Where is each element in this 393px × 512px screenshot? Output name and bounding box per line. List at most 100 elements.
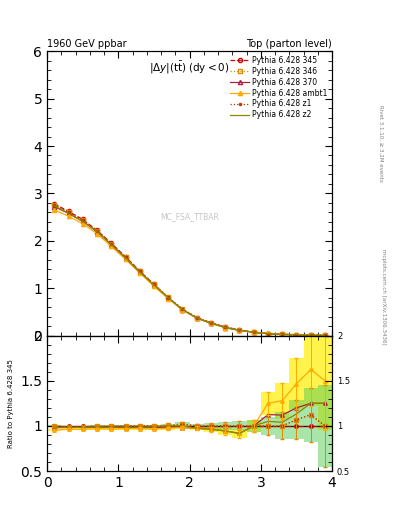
Pythia 6.428 370 bbox=[95, 229, 99, 235]
Pythia 6.428 346 bbox=[280, 331, 285, 337]
Pythia 6.428 z2 bbox=[266, 331, 270, 337]
Pythia 6.428 ambt1 bbox=[252, 329, 256, 335]
Pythia 6.428 z2 bbox=[52, 203, 57, 209]
Pythia 6.428 345 bbox=[81, 217, 85, 223]
Pythia 6.428 z1 bbox=[323, 332, 327, 338]
Pythia 6.428 ambt1 bbox=[294, 331, 299, 337]
Pythia 6.428 z1 bbox=[81, 218, 85, 224]
Pythia 6.428 z1 bbox=[109, 241, 114, 247]
Pythia 6.428 z1 bbox=[266, 331, 270, 337]
Pythia 6.428 346 bbox=[309, 332, 313, 338]
Pythia 6.428 345 bbox=[166, 294, 171, 301]
Pythia 6.428 346 bbox=[209, 319, 213, 326]
Pythia 6.428 345 bbox=[52, 201, 57, 207]
Pythia 6.428 345 bbox=[252, 329, 256, 335]
Pythia 6.428 346 bbox=[52, 202, 57, 208]
Pythia 6.428 346 bbox=[123, 254, 128, 260]
Pythia 6.428 z1 bbox=[209, 319, 213, 326]
Text: MC_FSA_TTBAR: MC_FSA_TTBAR bbox=[160, 211, 219, 221]
Pythia 6.428 z1 bbox=[52, 202, 57, 208]
Pythia 6.428 346 bbox=[81, 218, 85, 224]
Line: Pythia 6.428 370: Pythia 6.428 370 bbox=[52, 205, 327, 337]
Pythia 6.428 z2 bbox=[252, 329, 256, 335]
Pythia 6.428 z1 bbox=[237, 327, 242, 333]
Pythia 6.428 ambt1 bbox=[195, 315, 199, 321]
Pythia 6.428 z1 bbox=[252, 329, 256, 335]
Pythia 6.428 345 bbox=[195, 314, 199, 321]
Pythia 6.428 z1 bbox=[138, 268, 142, 274]
Line: Pythia 6.428 ambt1: Pythia 6.428 ambt1 bbox=[52, 208, 327, 337]
Pythia 6.428 346 bbox=[66, 209, 71, 216]
Pythia 6.428 z2 bbox=[152, 282, 156, 288]
Legend: Pythia 6.428 345, Pythia 6.428 346, Pythia 6.428 370, Pythia 6.428 ambt1, Pythia: Pythia 6.428 345, Pythia 6.428 346, Pyth… bbox=[228, 53, 330, 122]
Pythia 6.428 345 bbox=[266, 331, 270, 337]
Pythia 6.428 346 bbox=[237, 327, 242, 333]
Pythia 6.428 ambt1 bbox=[280, 331, 285, 337]
Pythia 6.428 346 bbox=[138, 268, 142, 274]
Pythia 6.428 z1 bbox=[294, 332, 299, 338]
Pythia 6.428 z2 bbox=[180, 307, 185, 313]
Pythia 6.428 370 bbox=[180, 307, 185, 313]
Pythia 6.428 370 bbox=[109, 242, 114, 248]
Pythia 6.428 345 bbox=[66, 208, 71, 215]
Pythia 6.428 z2 bbox=[109, 242, 114, 248]
Pythia 6.428 ambt1 bbox=[309, 332, 313, 338]
Pythia 6.428 z1 bbox=[66, 209, 71, 216]
Pythia 6.428 z2 bbox=[95, 228, 99, 234]
Pythia 6.428 370 bbox=[266, 330, 270, 336]
Pythia 6.428 z2 bbox=[138, 269, 142, 275]
Pythia 6.428 346 bbox=[95, 228, 99, 234]
Pythia 6.428 ambt1 bbox=[95, 230, 99, 237]
Pythia 6.428 370 bbox=[166, 295, 171, 301]
Pythia 6.428 ambt1 bbox=[166, 295, 171, 302]
Pythia 6.428 346 bbox=[180, 306, 185, 312]
Pythia 6.428 345 bbox=[209, 319, 213, 326]
Pythia 6.428 346 bbox=[266, 331, 270, 337]
Pythia 6.428 ambt1 bbox=[138, 270, 142, 276]
Pythia 6.428 ambt1 bbox=[180, 307, 185, 313]
Pythia 6.428 z2 bbox=[294, 332, 299, 338]
Pythia 6.428 346 bbox=[166, 294, 171, 300]
Pythia 6.428 370 bbox=[280, 331, 285, 337]
Pythia 6.428 370 bbox=[152, 282, 156, 288]
Pythia 6.428 z1 bbox=[180, 306, 185, 312]
Line: Pythia 6.428 z2: Pythia 6.428 z2 bbox=[54, 206, 325, 335]
Text: $|\Delta y|(\mathrm{t\bar{t}})\;(\mathrm{dy} < 0)$: $|\Delta y|(\mathrm{t\bar{t}})\;(\mathrm… bbox=[149, 60, 230, 76]
Text: mcplots.cern.ch [arXiv:1306.3436]: mcplots.cern.ch [arXiv:1306.3436] bbox=[381, 249, 386, 345]
Text: Top (parton level): Top (parton level) bbox=[246, 38, 332, 49]
Line: Pythia 6.428 345: Pythia 6.428 345 bbox=[52, 202, 327, 337]
Pythia 6.428 ambt1 bbox=[323, 332, 327, 338]
Line: Pythia 6.428 346: Pythia 6.428 346 bbox=[52, 203, 327, 337]
Pythia 6.428 345 bbox=[138, 268, 142, 274]
Pythia 6.428 z2 bbox=[237, 327, 242, 333]
Pythia 6.428 z1 bbox=[95, 228, 99, 234]
Pythia 6.428 z1 bbox=[166, 294, 171, 301]
Pythia 6.428 345 bbox=[309, 332, 313, 338]
Pythia 6.428 ambt1 bbox=[209, 320, 213, 326]
Pythia 6.428 345 bbox=[223, 324, 228, 330]
Y-axis label: Ratio to Pythia 6.428 345: Ratio to Pythia 6.428 345 bbox=[8, 359, 15, 448]
Pythia 6.428 370 bbox=[323, 332, 327, 338]
Pythia 6.428 370 bbox=[294, 332, 299, 338]
Pythia 6.428 z1 bbox=[223, 324, 228, 330]
Pythia 6.428 z1 bbox=[280, 331, 285, 337]
Pythia 6.428 z2 bbox=[280, 331, 285, 337]
Pythia 6.428 346 bbox=[152, 281, 156, 287]
Pythia 6.428 370 bbox=[81, 218, 85, 224]
Pythia 6.428 z2 bbox=[323, 332, 327, 338]
Pythia 6.428 346 bbox=[195, 314, 199, 321]
Pythia 6.428 ambt1 bbox=[81, 221, 85, 227]
Pythia 6.428 346 bbox=[252, 329, 256, 335]
Pythia 6.428 ambt1 bbox=[237, 327, 242, 333]
Text: 1960 GeV ppbar: 1960 GeV ppbar bbox=[47, 38, 127, 49]
Pythia 6.428 345 bbox=[152, 281, 156, 287]
Pythia 6.428 370 bbox=[123, 255, 128, 262]
Pythia 6.428 z2 bbox=[66, 210, 71, 217]
Pythia 6.428 ambt1 bbox=[223, 325, 228, 331]
Pythia 6.428 370 bbox=[237, 327, 242, 333]
Pythia 6.428 ambt1 bbox=[152, 283, 156, 289]
Pythia 6.428 ambt1 bbox=[109, 243, 114, 249]
Pythia 6.428 z2 bbox=[309, 332, 313, 338]
Pythia 6.428 345 bbox=[323, 332, 327, 338]
Pythia 6.428 ambt1 bbox=[123, 256, 128, 262]
